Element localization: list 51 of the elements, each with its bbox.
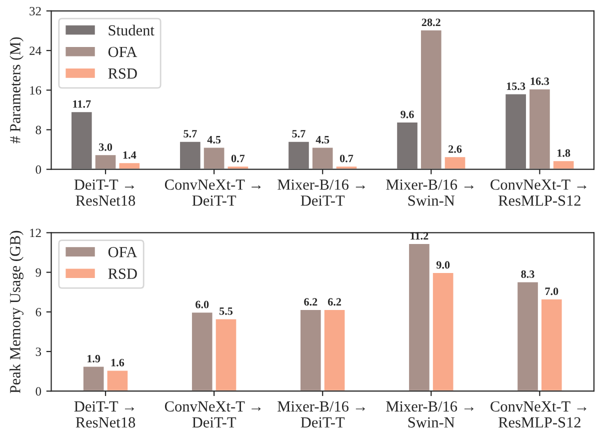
data-label: 0.7 bbox=[340, 154, 354, 162]
x-tick-label: Mixer-B/16 → DeiT-T bbox=[278, 401, 365, 428]
legend-label: RSD bbox=[108, 68, 137, 79]
data-label: 1.8 bbox=[558, 149, 570, 157]
legend-label: OFA bbox=[108, 247, 138, 258]
legend-label: Student bbox=[108, 24, 154, 36]
legend-label: OFA bbox=[108, 46, 138, 58]
data-label: 2.6 bbox=[448, 145, 462, 153]
y-tick-label: 9 bbox=[36, 268, 42, 277]
legend-label: RSD bbox=[108, 268, 137, 279]
data-label: 8.3 bbox=[521, 270, 534, 278]
x-tick-label: Mixer-B/16 → Swin-N bbox=[386, 180, 474, 206]
data-label: 6.2 bbox=[304, 298, 318, 306]
x-tick-label: ConvNeXt-T → DeiT-T bbox=[164, 180, 261, 206]
data-label: 6.0 bbox=[196, 300, 209, 308]
data-label: 9.0 bbox=[436, 261, 450, 269]
y-tick-label: 0 bbox=[36, 165, 42, 174]
x-tick-label: DeiT-T → ResNet18 bbox=[74, 401, 136, 428]
data-label: 9.6 bbox=[400, 110, 414, 118]
data-label: 4.5 bbox=[316, 136, 330, 144]
x-tick-label: Mixer-B/16 → Swin-N bbox=[386, 401, 474, 428]
data-label: 15.3 bbox=[506, 82, 526, 90]
data-label: 5.7 bbox=[292, 130, 306, 138]
data-label: 1.4 bbox=[123, 151, 136, 159]
y-tick-label: 16 bbox=[30, 86, 42, 95]
y-tick-label: 8 bbox=[36, 126, 42, 134]
data-label: 1.6 bbox=[111, 358, 124, 366]
x-tick-label: ConvNeXt-T → ResMLP-S12 bbox=[490, 401, 586, 428]
y-tick-label: 6 bbox=[36, 308, 42, 316]
data-label: 6.2 bbox=[328, 298, 342, 306]
x-tick-label: ConvNeXt-T → ResMLP-S12 bbox=[490, 180, 586, 206]
data-label: 7.0 bbox=[545, 288, 558, 296]
x-tick-label: DeiT-T → ResNet18 bbox=[74, 180, 136, 206]
data-label: 28.2 bbox=[422, 18, 440, 26]
y-tick-label: 12 bbox=[30, 228, 41, 238]
x-tick-label: ConvNeXt-T → DeiT-T bbox=[164, 401, 261, 428]
y-axis-title: # Parameters (M) bbox=[10, 37, 24, 144]
data-label: 5.7 bbox=[184, 130, 197, 138]
data-label: 3.0 bbox=[99, 143, 112, 151]
data-label: 16.3 bbox=[530, 78, 550, 86]
y-tick-label: 3 bbox=[36, 348, 42, 356]
y-axis-title: Peak Memory Usage (GB) bbox=[10, 230, 24, 394]
data-label: 1.9 bbox=[88, 354, 100, 362]
data-label: 4.5 bbox=[207, 136, 221, 144]
data-label: 5.5 bbox=[220, 307, 233, 315]
y-tick-label: 24 bbox=[30, 46, 42, 55]
data-label: 11.7 bbox=[73, 100, 91, 108]
x-tick-label: Mixer-B/16 → DeiT-T bbox=[278, 180, 365, 206]
data-label: 0.7 bbox=[231, 154, 245, 162]
y-tick-label: 32 bbox=[30, 6, 41, 16]
y-tick-label: 0 bbox=[36, 387, 42, 396]
